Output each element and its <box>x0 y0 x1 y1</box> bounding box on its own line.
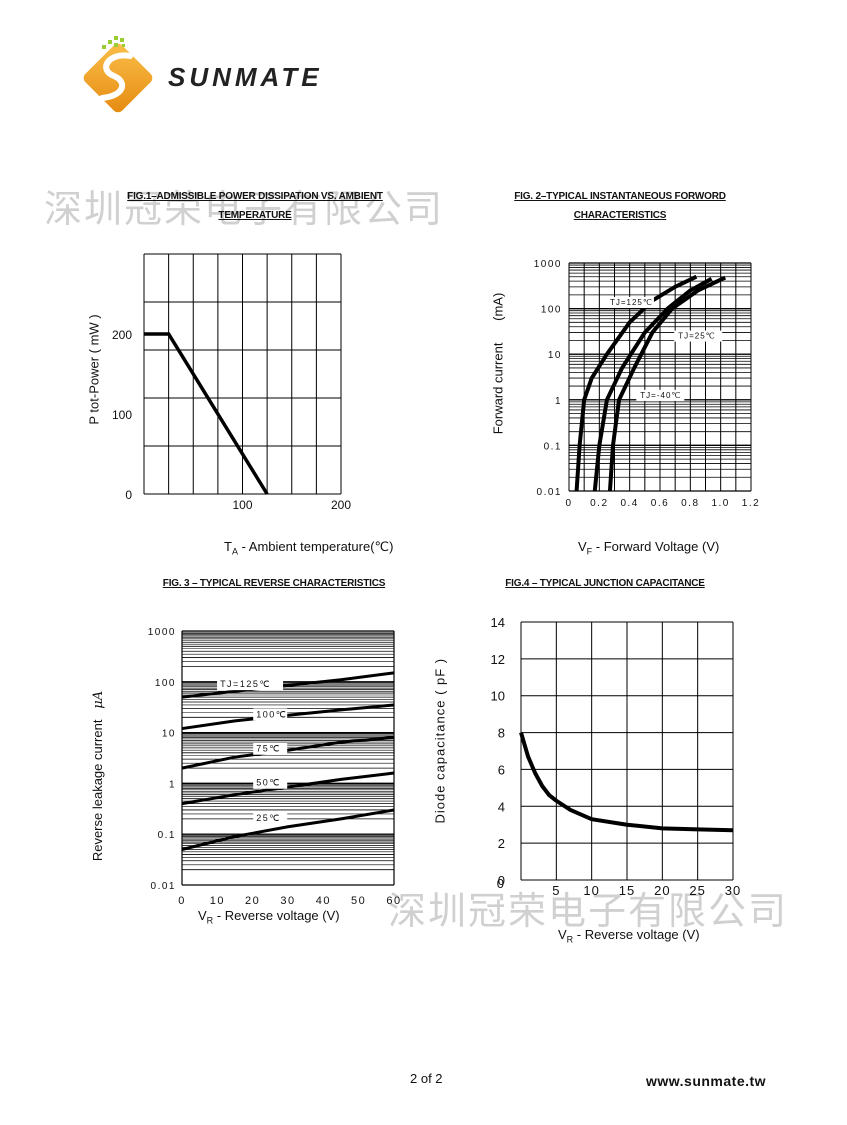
fig2-x-tick: 1.0 <box>711 498 729 509</box>
fig4-y-tick: 0 <box>498 873 505 888</box>
watermark-bottom: 深圳冠荣电子有限公司 <box>388 889 789 933</box>
fig2-series-label-bg <box>605 296 654 308</box>
fig3-series-label-bg <box>253 742 288 755</box>
fig3-x-tick: 60 <box>386 895 401 907</box>
fig3-x-axis-label: VR - Reverse voltage (V) <box>198 908 340 926</box>
fig2-x-tick: 0.2 <box>590 498 608 509</box>
fig3-x-tick: 50 <box>351 895 366 907</box>
fig4-y-tick: 10 <box>491 689 505 704</box>
fig4-x-tick: 25 <box>689 883 705 898</box>
fig1-series-line <box>144 332 269 495</box>
fig4-x-tick: 30 <box>725 883 741 898</box>
fig3-series-label-bg <box>253 708 288 721</box>
fig3-x-tick: 0 <box>178 895 186 907</box>
fig3-series-label: TJ=125℃ <box>220 679 271 689</box>
logo-emblem-icon: SUNMATE <box>83 36 323 113</box>
fig2-y-tick: 10 <box>548 350 562 361</box>
fig3-title: FIG. 3 – TYPICAL REVERSE CHARACTERISTICS <box>162 578 386 589</box>
fig4-x-tick: 0 <box>497 876 505 891</box>
fig3-x-tick: 40 <box>316 895 331 907</box>
fig3-series-line <box>181 771 395 806</box>
fig2-series-line <box>607 275 727 492</box>
fig3-series-line <box>181 808 395 851</box>
fig3-series-label: 100℃ <box>256 709 287 719</box>
fig2-series-label: TJ=-40℃ <box>640 391 681 400</box>
fig4-y-tick: 8 <box>498 726 505 741</box>
fig3-series-label-bg <box>253 776 288 789</box>
fig1-y-tick: 100 <box>112 408 132 422</box>
fig3-series-label: 50℃ <box>256 778 281 788</box>
fig4-x-tick: 20 <box>654 883 670 898</box>
fig4-y-tick: 6 <box>498 762 505 777</box>
fig1-x-axis-label: TA - Ambient temperature(℃) <box>224 539 394 557</box>
fig3-y-tick: 1 <box>169 779 176 790</box>
fig2-series-line <box>592 277 713 492</box>
fig2-x-axis-label: VF - Forward Voltage (V) <box>578 539 720 557</box>
logo-text: SUNMATE <box>168 62 323 92</box>
fig4-x-tick: 5 <box>552 883 560 898</box>
fig4-series-line <box>519 732 734 833</box>
fig2-series-label: TJ=25℃ <box>678 332 715 341</box>
fig3-series-line <box>181 671 395 699</box>
company-logo: SUNMATE <box>78 36 348 120</box>
fig4-x-tick: 10 <box>583 883 599 898</box>
fig2-x-tick: 1.2 <box>742 498 760 509</box>
fig2-series-label-bg <box>674 330 723 342</box>
fig2-chart: 0.01 0.1 1 10 100 1000 0 0.2 0.4 0.6 0.8 1.0 1.2 TJ=1… <box>534 259 760 509</box>
fig2-x-tick: 0 <box>565 498 572 509</box>
fig2-x-tick: 0.6 <box>651 498 669 509</box>
fig4-y-axis-label: Diode capacitance ( pF ) <box>432 657 448 824</box>
fig3-y-tick: 1000 <box>148 627 176 638</box>
fig2-y-tick: 1000 <box>534 259 562 270</box>
fig2-y-tick: 0.01 <box>537 487 562 498</box>
fig2-series-label-bg <box>636 389 685 401</box>
fig4-x-axis-label: VR - Reverse voltage (V) <box>558 927 700 945</box>
fig4-y-tick: 14 <box>491 615 505 630</box>
fig3-x-tick: 30 <box>280 895 295 907</box>
fig1-x-tick: 100 <box>232 498 252 512</box>
fig2-y-tick: 100 <box>541 305 562 316</box>
fig4-x-tick: 15 <box>619 883 635 898</box>
fig3-series-label-bg <box>253 812 288 825</box>
fig2-series-label: TJ=125℃ <box>610 298 653 307</box>
fig3-x-tick: 20 <box>245 895 260 907</box>
fig3-y-tick: 10 <box>162 729 176 740</box>
fig3-y-tick: 0.01 <box>151 881 176 892</box>
page-number: 2 of 2 <box>410 1071 443 1086</box>
fig4-y-tick: 12 <box>491 652 505 667</box>
fig3-series-label: 75℃ <box>256 744 281 754</box>
fig2-series-line <box>574 274 698 492</box>
fig2-x-tick: 0.8 <box>681 498 699 509</box>
fig4-title: FIG.4 – TYPICAL JUNCTION CAPACITANCE <box>505 578 705 589</box>
fig1-x-tick: 200 <box>331 498 351 512</box>
fig2-y-tick: 0.1 <box>544 441 562 452</box>
fig3-x-tick: 10 <box>210 895 225 907</box>
fig3-y-tick: 0.1 <box>158 830 176 841</box>
fig1-chart: 0 100 200 100 200 <box>112 253 351 512</box>
fig3-series-label-bg <box>217 678 284 691</box>
fig2-x-tick: 0.4 <box>620 498 638 509</box>
fig1-y-tick: 0 <box>125 488 132 502</box>
fig4-y-tick: 4 <box>498 799 505 814</box>
fig1-title: FIG.1–ADMISSIBLE POWER DISSIPATION VS. A… <box>127 191 383 221</box>
fig2-y-tick: 1 <box>555 396 562 407</box>
fig3-series-line <box>181 736 395 770</box>
watermark-top: 深圳冠荣电子有限公司 <box>44 187 445 231</box>
website-link[interactable]: www.sunmate.tw <box>646 1073 767 1089</box>
fig2-title: FIG. 2–TYPICAL INSTANTANEOUS FORWORD CHA… <box>514 191 726 221</box>
fig4-y-tick: 2 <box>498 836 505 851</box>
fig1-y-tick: 200 <box>112 328 132 342</box>
fig3-series-line <box>181 703 395 731</box>
fig3-series-label: 25℃ <box>256 813 281 823</box>
fig3-y-tick: 100 <box>155 678 176 689</box>
